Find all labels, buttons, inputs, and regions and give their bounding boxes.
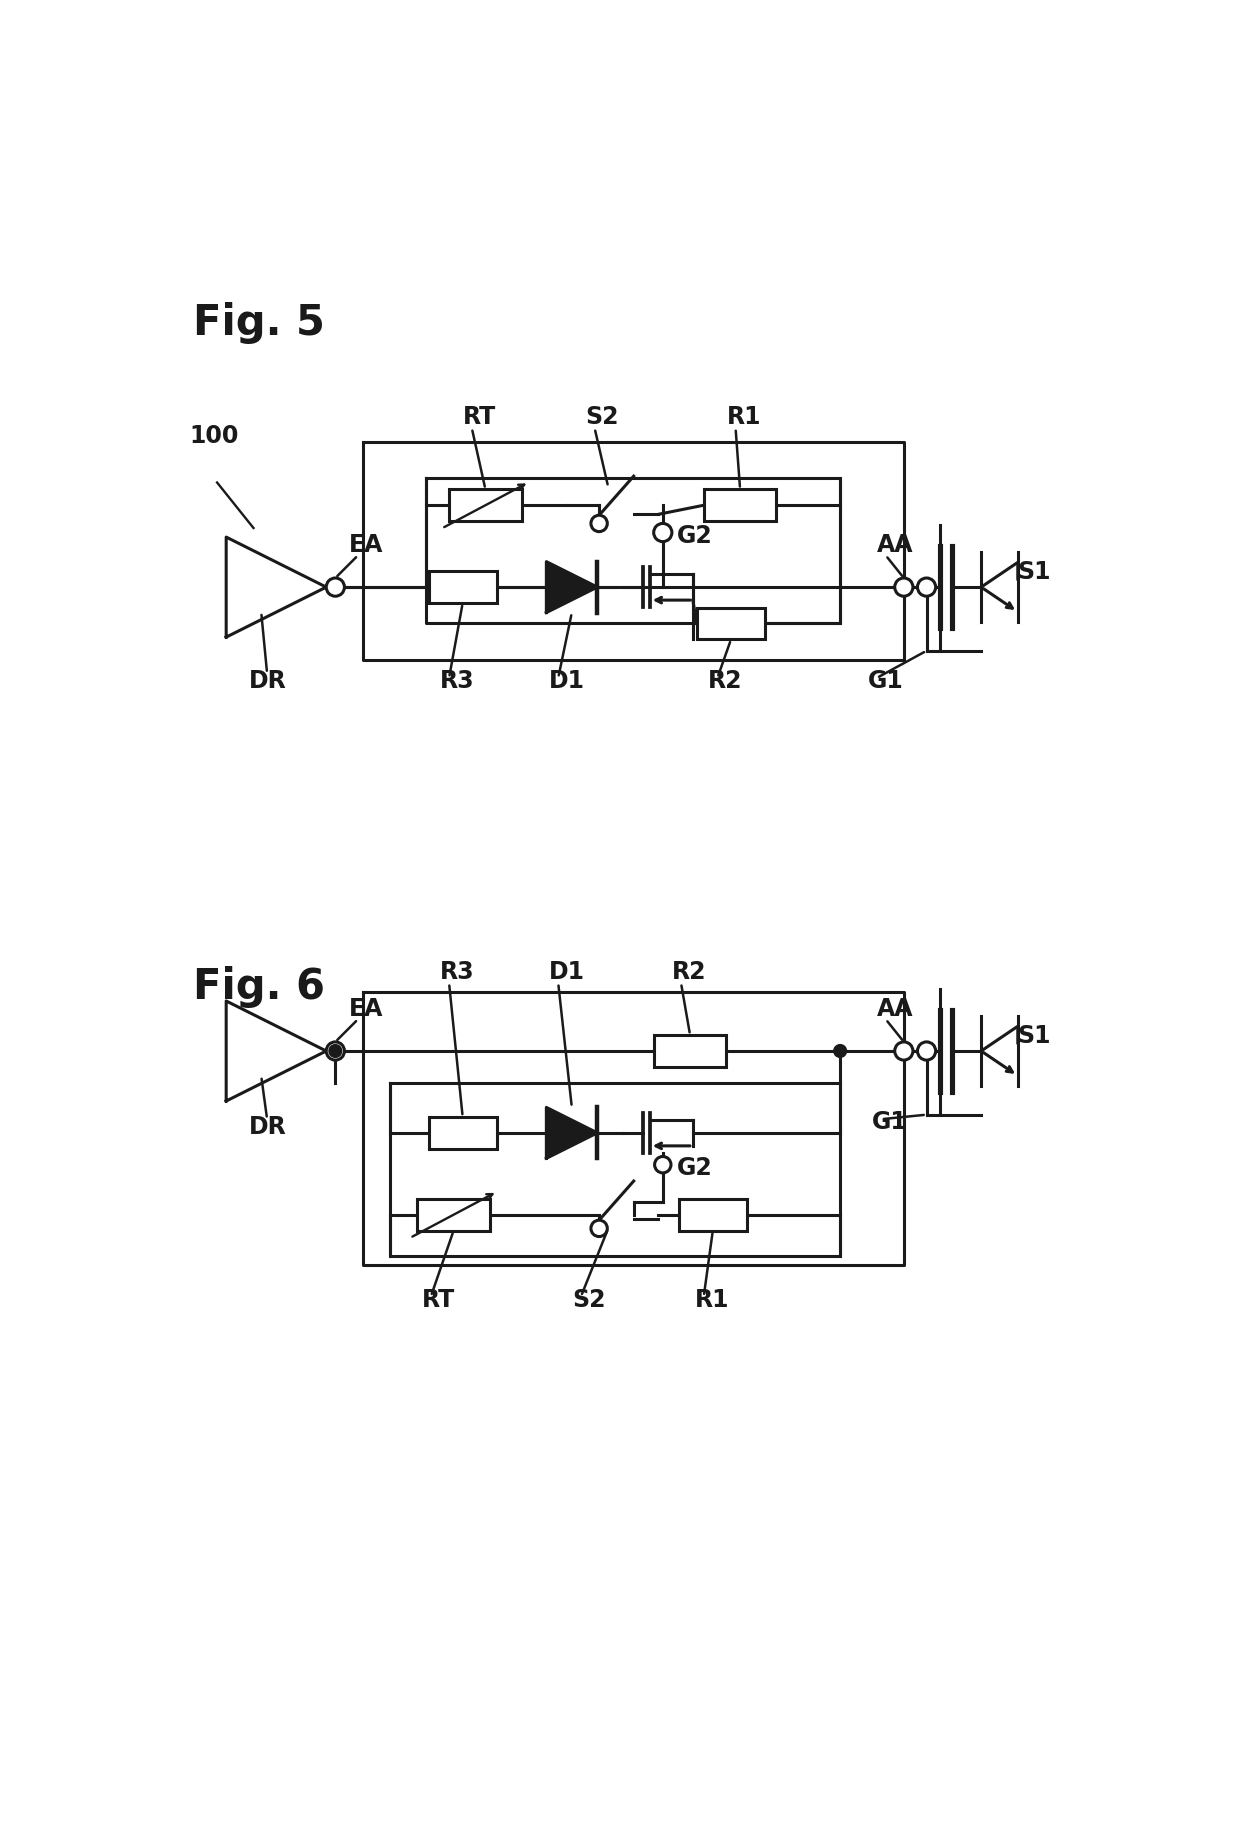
Bar	[417, 1199, 490, 1232]
Text: S2: S2	[585, 404, 619, 430]
Text: R3: R3	[440, 959, 475, 985]
Text: 100: 100	[190, 423, 239, 447]
Circle shape	[591, 516, 608, 533]
Text: S1: S1	[1018, 1023, 1052, 1047]
Text: Fig. 5: Fig. 5	[192, 302, 325, 344]
Text: S2: S2	[572, 1286, 605, 1310]
Text: R1: R1	[694, 1286, 729, 1310]
Text: R1: R1	[727, 404, 761, 430]
Circle shape	[833, 1045, 847, 1058]
Circle shape	[918, 578, 936, 597]
Text: DR: DR	[249, 1114, 286, 1138]
Circle shape	[329, 1045, 342, 1058]
Text: G1: G1	[872, 1109, 908, 1135]
Text: AA: AA	[877, 996, 913, 1019]
Bar	[449, 490, 522, 522]
Text: S1: S1	[1018, 560, 1052, 584]
Circle shape	[655, 1157, 671, 1173]
Circle shape	[895, 1043, 913, 1061]
Polygon shape	[547, 562, 598, 613]
Text: DR: DR	[249, 668, 286, 694]
Text: D1: D1	[549, 668, 585, 694]
Text: G2: G2	[677, 523, 712, 547]
Text: EA: EA	[348, 996, 383, 1019]
Bar	[429, 1118, 497, 1149]
Text: Fig. 6: Fig. 6	[192, 964, 325, 1007]
Bar	[429, 573, 497, 604]
Text: R2: R2	[672, 959, 707, 985]
Bar	[653, 1036, 727, 1067]
Text: R2: R2	[708, 668, 743, 694]
Text: AA: AA	[877, 533, 913, 556]
Bar	[697, 608, 765, 640]
Circle shape	[918, 1043, 936, 1061]
Circle shape	[591, 1221, 608, 1237]
Text: RT: RT	[463, 404, 496, 430]
Circle shape	[326, 1043, 345, 1061]
Text: R3: R3	[440, 668, 475, 694]
Text: D1: D1	[549, 959, 585, 985]
Circle shape	[895, 578, 913, 597]
Polygon shape	[547, 1107, 598, 1158]
Text: EA: EA	[348, 533, 383, 556]
Bar	[704, 490, 776, 522]
Text: G1: G1	[868, 668, 903, 694]
Circle shape	[326, 578, 345, 597]
Text: G2: G2	[677, 1155, 712, 1179]
Text: RT: RT	[422, 1286, 455, 1310]
Bar	[678, 1199, 746, 1232]
Circle shape	[653, 523, 672, 542]
